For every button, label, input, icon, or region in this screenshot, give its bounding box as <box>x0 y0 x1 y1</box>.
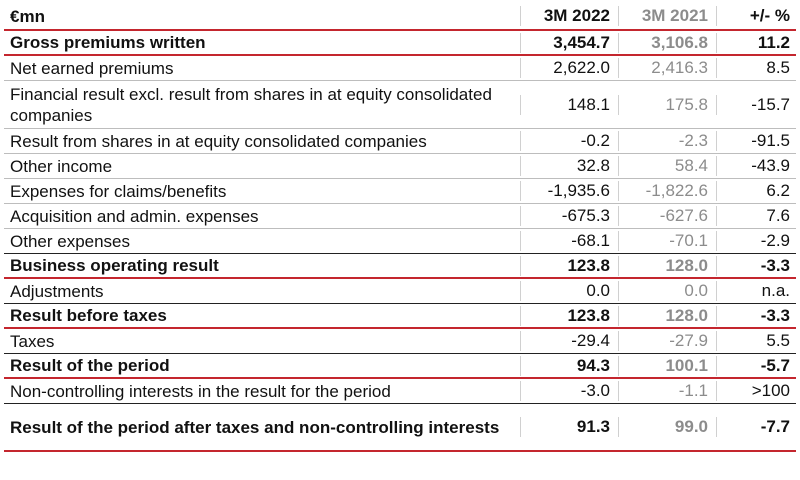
value-3m-2022: 94.3 <box>520 355 618 376</box>
row-label: Expenses for claims/benefits <box>10 181 227 201</box>
row-label: Result before taxes <box>10 306 167 325</box>
value-3m-2021: 100.1 <box>618 355 716 376</box>
row-label: Gross premiums written <box>10 33 206 52</box>
table-row: Result from shares in at equity consolid… <box>4 129 796 154</box>
row-label: Acquisition and admin. expenses <box>10 206 259 226</box>
table-row: Other expenses -68.1 -70.1 -2.9 <box>4 229 796 254</box>
value-3m-2022: 32.8 <box>520 156 618 176</box>
value-3m-2022: 3,454.7 <box>520 32 618 53</box>
value-3m-2021: -27.9 <box>618 331 716 351</box>
value-change: >100 <box>716 381 796 401</box>
value-3m-2021: 58.4 <box>618 156 716 176</box>
value-3m-2021: 175.8 <box>618 94 716 115</box>
value-3m-2021: 128.0 <box>618 305 716 326</box>
value-3m-2022: 123.8 <box>520 255 618 276</box>
value-3m-2021: -70.1 <box>618 231 716 251</box>
row-label: Net earned premiums <box>10 58 174 78</box>
value-3m-2021: 0.0 <box>618 281 716 301</box>
value-3m-2022: -1,935.6 <box>520 181 618 201</box>
table-header: €mn 3M 2022 3M 2021 +/- % <box>4 3 796 31</box>
value-change: -15.7 <box>716 94 796 115</box>
table-row: Non-controlling interests in the result … <box>4 379 796 404</box>
row-label: Adjustments <box>10 281 104 301</box>
header-col-change: +/- % <box>716 6 796 26</box>
table-row: Expenses for claims/benefits -1,935.6 -1… <box>4 179 796 204</box>
row-label: Result of the period <box>10 356 170 375</box>
value-change: -5.7 <box>716 355 796 376</box>
value-3m-2021: -627.6 <box>618 206 716 226</box>
row-label: Business operating result <box>10 256 219 275</box>
value-3m-2021: -1,822.6 <box>618 181 716 201</box>
value-change: -2.9 <box>716 231 796 251</box>
row-label: Result of the period after taxes and non… <box>10 417 500 437</box>
value-change: -91.5 <box>716 131 796 151</box>
value-3m-2022: 0.0 <box>520 281 618 301</box>
table-row: Result before taxes 123.8 128.0 -3.3 <box>4 304 796 329</box>
header-col-3m-2022: 3M 2022 <box>520 6 618 26</box>
value-3m-2022: 2,622.0 <box>520 58 618 78</box>
row-label: Taxes <box>10 331 55 351</box>
value-3m-2021: 99.0 <box>618 417 716 437</box>
value-change: -3.3 <box>716 255 796 276</box>
table-row: Net earned premiums 2,622.0 2,416.3 8.5 <box>4 56 796 81</box>
value-3m-2022: -68.1 <box>520 231 618 251</box>
value-3m-2021: 3,106.8 <box>618 32 716 53</box>
table-row: Taxes -29.4 -27.9 5.5 <box>4 329 796 354</box>
row-label: Other expenses <box>10 231 131 251</box>
value-change: 6.2 <box>716 181 796 201</box>
value-3m-2021: -2.3 <box>618 131 716 151</box>
value-3m-2022: -0.2 <box>520 131 618 151</box>
value-change: -7.7 <box>716 417 796 437</box>
value-change: 7.6 <box>716 206 796 226</box>
table-row: Financial result excl. result from share… <box>4 81 796 129</box>
value-change: 11.2 <box>716 32 796 53</box>
value-3m-2021: -1.1 <box>618 381 716 401</box>
value-3m-2022: -675.3 <box>520 206 618 226</box>
table-row: Acquisition and admin. expenses -675.3 -… <box>4 204 796 229</box>
table-row: Other income 32.8 58.4 -43.9 <box>4 154 796 179</box>
row-label: Result from shares in at equity consolid… <box>10 131 427 151</box>
table-row: Gross premiums written 3,454.7 3,106.8 1… <box>4 31 796 56</box>
value-3m-2022: 123.8 <box>520 305 618 326</box>
row-label: Other income <box>10 156 113 176</box>
table-row: Adjustments 0.0 0.0 n.a. <box>4 279 796 304</box>
value-3m-2022: -29.4 <box>520 331 618 351</box>
row-label: Financial result excl. result from share… <box>10 84 492 125</box>
value-change: -43.9 <box>716 156 796 176</box>
financial-table: €mn 3M 2022 3M 2021 +/- % Gross premiums… <box>4 3 796 452</box>
value-change: -3.3 <box>716 305 796 326</box>
header-col-3m-2021: 3M 2021 <box>618 6 716 26</box>
value-change: n.a. <box>716 281 796 301</box>
row-label: Non-controlling interests in the result … <box>10 381 391 401</box>
value-3m-2022: 148.1 <box>520 94 618 115</box>
table-row: Business operating result 123.8 128.0 -3… <box>4 254 796 279</box>
value-3m-2021: 128.0 <box>618 255 716 276</box>
header-label: €mn <box>10 6 45 26</box>
table-row: Result of the period 94.3 100.1 -5.7 <box>4 354 796 379</box>
value-change: 5.5 <box>716 331 796 351</box>
value-3m-2021: 2,416.3 <box>618 58 716 78</box>
value-3m-2022: -3.0 <box>520 381 618 401</box>
value-3m-2022: 91.3 <box>520 417 618 437</box>
table-row: Result of the period after taxes and non… <box>4 404 796 452</box>
value-change: 8.5 <box>716 58 796 78</box>
